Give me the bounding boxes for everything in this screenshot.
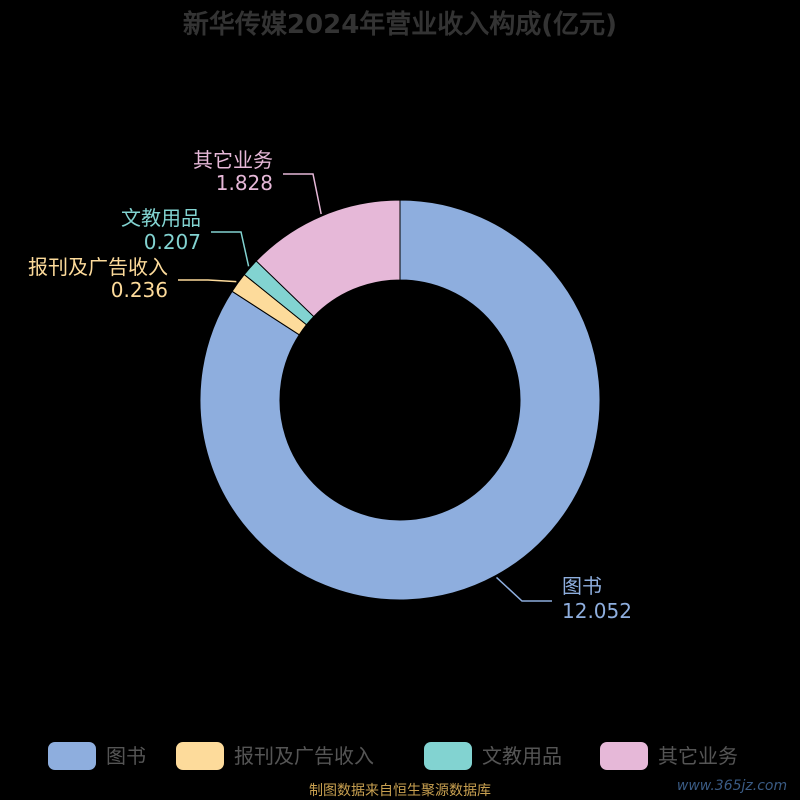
leader-line-3 — [283, 173, 322, 215]
slice-label-name: 报刊及广告收入 — [28, 255, 168, 279]
legend-swatch — [48, 742, 96, 770]
legend-label: 其它业务 — [658, 744, 738, 768]
legend-swatch — [176, 742, 224, 770]
leader-line-2 — [211, 231, 250, 267]
leader-line-0 — [496, 576, 552, 602]
legend: 图书 报刊及广告收入 文教用品 其它业务 — [48, 742, 738, 770]
legend-label: 报刊及广告收入 — [234, 744, 374, 768]
slice-0 — [199, 199, 601, 601]
legend-label: 图书 — [106, 744, 146, 768]
legend-swatch — [600, 742, 648, 770]
donut — [199, 199, 601, 601]
slice-label-name: 其它业务 — [193, 148, 273, 172]
watermark: www.365jz.com — [677, 778, 787, 794]
legend-swatch — [424, 742, 472, 770]
slice-label-value: 1.828 — [216, 171, 273, 195]
slice-label-name: 图书 — [562, 574, 602, 598]
legend-label: 文教用品 — [482, 744, 562, 768]
source-note: 制图数据来自恒生聚源数据库 — [309, 783, 491, 799]
slice-3 — [255, 199, 401, 318]
leader-line-1 — [178, 279, 237, 283]
slice-label-value: 12.052 — [562, 599, 632, 623]
slice-label-name: 文教用品 — [121, 206, 201, 230]
slice-label-value: 0.236 — [111, 278, 168, 302]
chart-title: 新华传媒2024年营业收入构成(亿元) — [183, 9, 617, 40]
slice-label-value: 0.207 — [144, 230, 201, 254]
